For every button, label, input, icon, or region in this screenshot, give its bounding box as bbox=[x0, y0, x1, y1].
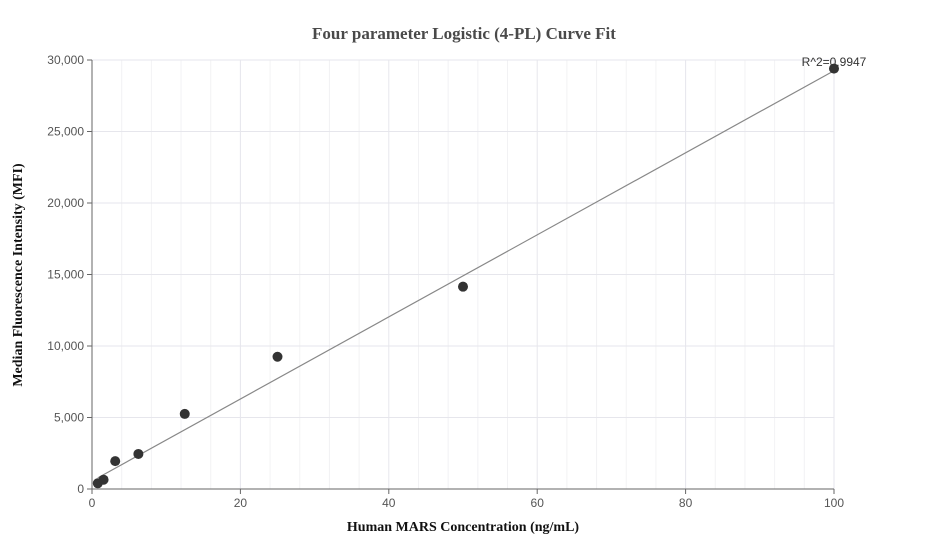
data-point bbox=[110, 456, 121, 467]
y-tick-label: 0 bbox=[77, 482, 84, 496]
major-gridlines bbox=[92, 59, 835, 489]
x-tick-label: 0 bbox=[89, 496, 96, 510]
y-tick-label: 30,000 bbox=[47, 53, 84, 67]
chart-title: Four parameter Logistic (4-PL) Curve Fit bbox=[312, 24, 616, 43]
y-axis-label: Median Fluorescence Intensity (MFI) bbox=[11, 163, 26, 387]
data-point bbox=[98, 474, 109, 485]
x-tick-label: 60 bbox=[531, 496, 545, 510]
x-tick-label: 40 bbox=[382, 496, 396, 510]
x-tick-label: 100 bbox=[824, 496, 844, 510]
x-tick-labels: 0 20 40 60 80 100 bbox=[89, 496, 845, 510]
data-point bbox=[458, 281, 468, 292]
data-point bbox=[272, 351, 283, 362]
y-tick-label: 10,000 bbox=[47, 339, 84, 353]
data-point bbox=[829, 63, 839, 74]
axes bbox=[87, 59, 835, 494]
fit-curve bbox=[97, 70, 835, 479]
data-point bbox=[179, 408, 190, 419]
x-tick-label: 80 bbox=[679, 496, 693, 510]
data-point bbox=[133, 448, 144, 459]
x-tick-label: 20 bbox=[234, 496, 248, 510]
fit-line bbox=[97, 70, 835, 479]
y-tick-label: 25,000 bbox=[47, 125, 84, 139]
y-tick-label: 20,000 bbox=[47, 196, 84, 210]
r-squared-annotation: R^2=0.9947 bbox=[802, 55, 867, 69]
data-points bbox=[92, 63, 839, 489]
x-axis-label: Human MARS Concentration (ng/mL) bbox=[347, 520, 580, 535]
y-tick-label: 15,000 bbox=[47, 268, 84, 282]
y-tick-labels: 0 5,000 10,000 15,000 20,000 25,000 30,000 bbox=[47, 53, 84, 496]
y-tick-label: 5,000 bbox=[54, 411, 84, 425]
